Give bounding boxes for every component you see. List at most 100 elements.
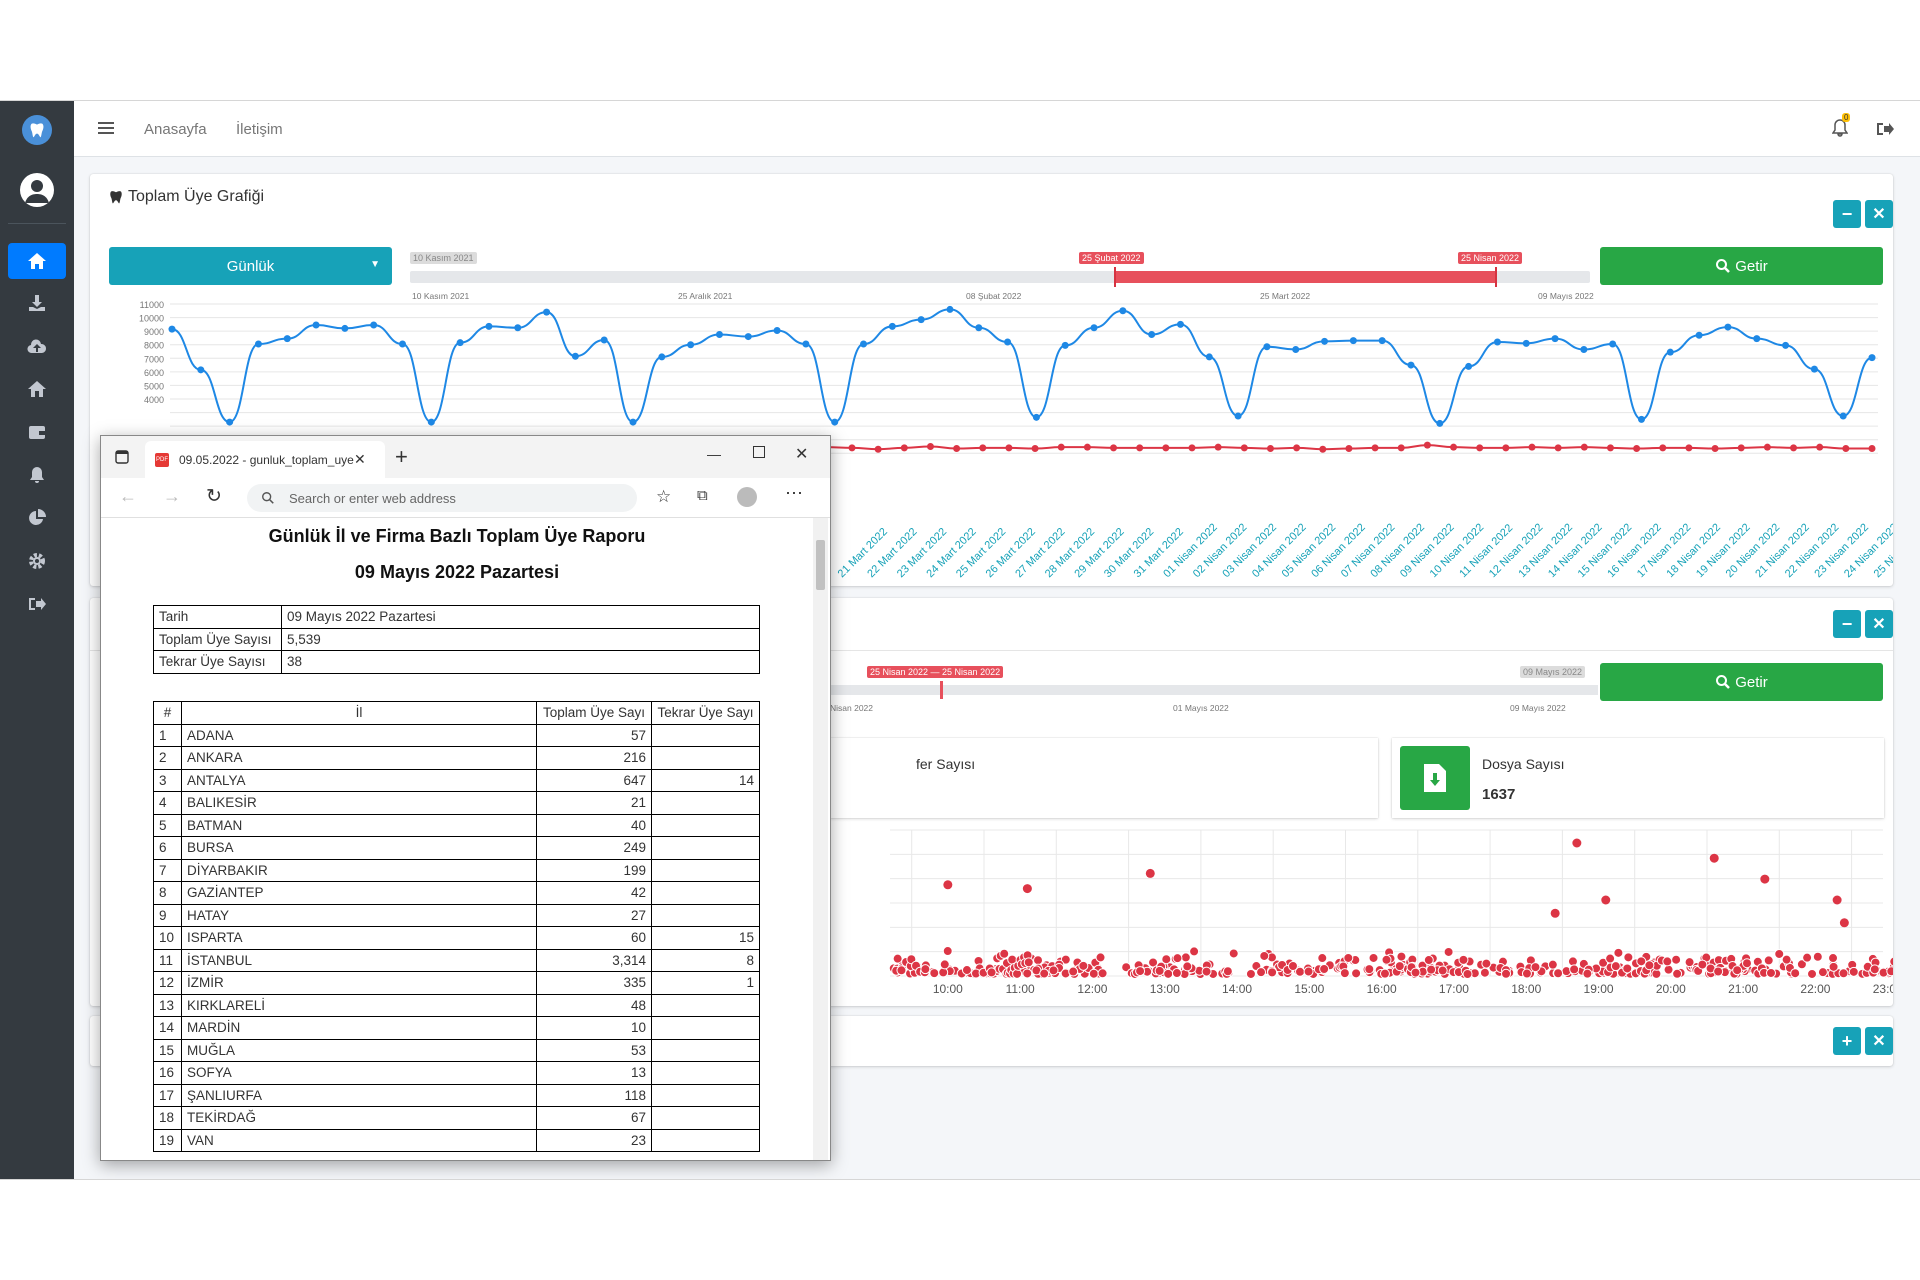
collapse-button[interactable]: − [1833, 200, 1861, 228]
data-point [1817, 967, 1828, 978]
data-point [946, 305, 954, 313]
data-point [1580, 443, 1588, 451]
new-tab-icon[interactable]: + [395, 444, 408, 469]
data-point [1672, 968, 1683, 979]
sidebar-item-notifications[interactable] [8, 457, 66, 493]
y-tick-label: 6000 [144, 368, 164, 378]
close-button[interactable]: ✕ [1865, 610, 1893, 638]
maximize-icon[interactable] [753, 446, 765, 458]
data-point [1287, 961, 1298, 972]
data-point [1061, 341, 1069, 349]
province-name: ADANA [181, 723, 537, 747]
slider-handle-end[interactable] [1495, 267, 1497, 287]
sidebar-item-upload[interactable] [8, 328, 66, 364]
sidebar-item-wallet[interactable] [8, 414, 66, 450]
sidebar-item-home[interactable] [8, 243, 66, 279]
notifications-button[interactable]: 0 [1831, 113, 1851, 142]
data-point [1633, 445, 1641, 453]
hamburger-menu-icon[interactable] [98, 121, 114, 140]
more-menu-icon[interactable]: ⋯ [785, 483, 803, 503]
data-point [1004, 338, 1012, 346]
download-icon [29, 295, 45, 311]
period-select[interactable]: Günlük ▼ [109, 247, 392, 285]
back-icon[interactable]: ← [119, 486, 137, 506]
tooth-icon [110, 191, 122, 204]
close-button[interactable]: ✕ [1865, 1027, 1893, 1055]
expand-button[interactable]: + [1833, 1027, 1861, 1055]
browser-tab-bar: PDF 09.05.2022 - gunluk_toplam_uye ✕ + —… [101, 436, 830, 478]
data-point [1033, 955, 1044, 966]
scrollbar-thumb[interactable] [816, 540, 825, 590]
total-members: 23 [536, 1128, 652, 1152]
card-title-text: Toplam Üye Grafiği [128, 188, 265, 205]
data-point [1547, 959, 1558, 970]
collapse-button[interactable]: − [1833, 610, 1861, 638]
fetch-button-label: Getir [1735, 257, 1768, 275]
close-button[interactable]: ✕ [1865, 200, 1893, 228]
sidebar-item-settings[interactable] [8, 543, 66, 579]
user-avatar[interactable] [20, 173, 54, 207]
sidebar-item-reports[interactable] [8, 500, 66, 536]
browser-tab[interactable]: PDF 09.05.2022 - gunluk_toplam_uye ✕ [145, 441, 385, 478]
pdf-content[interactable]: Günlük İl ve Firma Bazlı Toplam Üye Rapo… [101, 518, 830, 1160]
slider-handle[interactable] [940, 681, 943, 699]
sidebar-item-house[interactable] [8, 371, 66, 407]
data-point [1378, 337, 1386, 345]
data-point [629, 418, 637, 426]
data-point [1493, 338, 1501, 346]
close-tab-icon[interactable]: ✕ [354, 451, 366, 467]
data-point [1154, 965, 1165, 976]
data-point [1713, 966, 1724, 977]
tab-actions-icon[interactable] [115, 450, 129, 469]
row-number: 1 [153, 723, 182, 747]
data-point [1724, 323, 1732, 331]
nav-link-contact[interactable]: İletişim [236, 121, 283, 138]
sidebar-item-download[interactable] [8, 285, 66, 321]
data-point [456, 339, 464, 347]
profile-avatar[interactable] [737, 487, 757, 507]
data-point [1394, 961, 1405, 972]
table-row: 2 ANKARA 216 [153, 746, 760, 770]
data-point [1443, 946, 1454, 957]
data-point [926, 443, 934, 450]
refresh-icon[interactable]: ↻ [206, 486, 222, 507]
nav-link-home[interactable]: Anasayfa [144, 121, 207, 138]
favorites-icon[interactable]: ☆ [656, 487, 672, 506]
data-point [1697, 959, 1708, 970]
data-point [917, 316, 925, 324]
sidebar-item-logout[interactable] [8, 586, 66, 622]
data-point [1119, 307, 1127, 315]
x-tick-label: 22:00 [1800, 982, 1830, 996]
slider-handle-start[interactable] [1114, 267, 1116, 287]
data-point [1684, 957, 1695, 968]
x-tick-label: 13:00 [1150, 982, 1180, 996]
logout-button[interactable] [1876, 121, 1894, 142]
data-point [1256, 967, 1267, 978]
data-point [1842, 445, 1850, 453]
province-name: İZMİR [181, 971, 537, 995]
total-members: 249 [536, 836, 652, 860]
data-point [1802, 952, 1813, 963]
time-range-slider[interactable]: 25 Nisan 2022 — 25 Nisan 2022 09 Mayıs 2… [830, 663, 1600, 713]
file-count-value: 1637 [1482, 786, 1516, 803]
scrollbar[interactable] [813, 518, 828, 1160]
fetch-button[interactable]: Getir [1600, 247, 1883, 285]
data-point [1832, 895, 1842, 905]
collections-icon[interactable]: ⧉ [697, 487, 708, 504]
data-point [168, 325, 176, 333]
data-point [1176, 320, 1184, 328]
close-window-icon[interactable]: ✕ [795, 446, 809, 463]
file-count-label: Dosya Sayısı [1482, 756, 1565, 772]
minimize-icon[interactable]: — [707, 446, 721, 462]
fetch-button[interactable]: Getir [1600, 663, 1883, 701]
data-point [1465, 362, 1473, 370]
slider-range-label: 25 Nisan 2022 — 25 Nisan 2022 [867, 666, 1004, 678]
address-bar[interactable]: Search or enter web address [247, 484, 637, 512]
forward-icon[interactable]: → [163, 486, 181, 506]
slider-tick: 25 Aralık 2021 [678, 291, 733, 301]
date-range-slider[interactable]: 10 Kasım 2021 25 Şubat 2022 25 Nisan 202… [408, 247, 1598, 302]
tooth-logo-icon[interactable] [22, 115, 52, 145]
slider-end-label: 25 Nisan 2022 [1458, 252, 1523, 264]
slider-track [830, 685, 1598, 695]
